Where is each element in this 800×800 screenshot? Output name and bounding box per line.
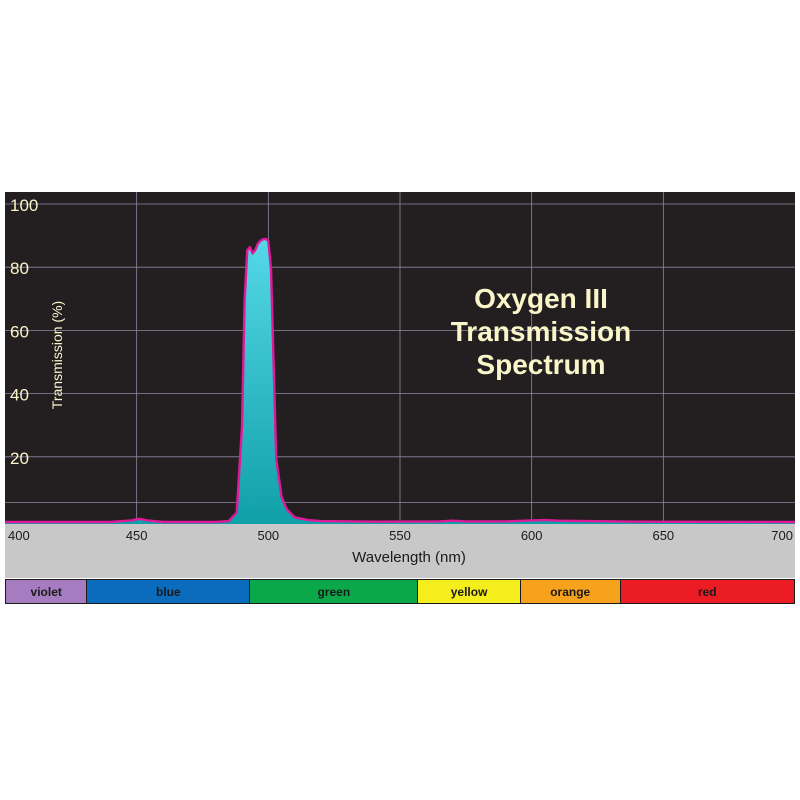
color-band-violet: violet [6, 580, 88, 603]
y-tick-label: 60 [10, 322, 29, 341]
color-band-red: red [620, 580, 794, 603]
x-tick-label: 450 [126, 528, 148, 543]
x-tick-label: 600 [521, 528, 543, 543]
x-axis-label: Wavelength (nm) [352, 549, 466, 566]
color-band-green: green [250, 580, 419, 603]
chart-title-line: Transmission [451, 316, 632, 347]
grid-lines [5, 192, 795, 524]
y-tick-labels: 20 40 60 80 100 [10, 196, 38, 468]
y-tick-label: 100 [10, 196, 38, 215]
x-tick-label: 650 [652, 528, 674, 543]
color-band-orange: orange [520, 580, 621, 603]
y-tick-label: 40 [10, 386, 29, 405]
x-tick-label: 550 [389, 528, 411, 543]
y-axis-label: Transmission (%) [49, 301, 65, 409]
x-tick-labels: 400 450 500 550 600 650 700 [8, 528, 793, 543]
chart-title-line: Oxygen III [474, 283, 608, 314]
color-band-yellow: yellow [418, 580, 521, 603]
x-tick-label: 700 [771, 528, 793, 543]
color-band-strip: violet blue green yellow orange red [5, 579, 795, 604]
x-tick-label: 400 [8, 528, 30, 543]
chart-title-line: Spectrum [476, 349, 605, 380]
x-tick-label: 500 [257, 528, 279, 543]
y-tick-label: 80 [10, 259, 29, 278]
color-band-blue: blue [87, 580, 251, 603]
y-tick-label: 20 [10, 449, 29, 468]
x-axis-band [5, 524, 795, 578]
transmission-curve [5, 237, 796, 524]
